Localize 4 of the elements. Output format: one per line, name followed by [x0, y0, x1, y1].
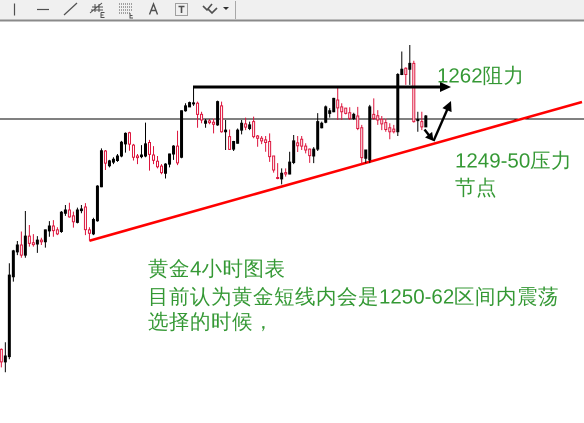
annotation: 1249-50压力节点	[455, 150, 572, 200]
annotation: 目前认为黄金短线内会是1250-62区间内震荡选择的时候，	[148, 286, 560, 334]
title: 黄金4小时图表	[148, 258, 286, 280]
annotation: 1262阻力	[437, 64, 525, 88]
